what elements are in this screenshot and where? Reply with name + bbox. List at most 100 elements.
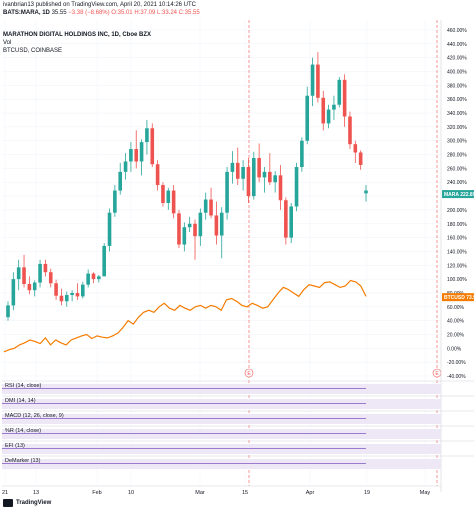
pane-band (2, 414, 441, 424)
candle-body (139, 142, 144, 162)
pane-label: EFI (13) (5, 443, 25, 449)
x-tick-label: 13 (33, 490, 39, 496)
candle-body (166, 190, 171, 203)
candle-body (268, 171, 272, 183)
candle-body (161, 185, 165, 203)
candle-body (214, 215, 219, 236)
x-tick-label: 19 (364, 490, 370, 496)
candle-body (353, 144, 358, 153)
y-tick-label: 40.00% (447, 319, 465, 325)
y-tick-label: 260.00% (447, 166, 467, 172)
candle-body (75, 292, 80, 297)
y-tick-label: 400.00% (447, 70, 467, 76)
candle-body (64, 295, 69, 302)
btc-badge-label: BTCUSD 73.94% (444, 295, 474, 301)
indicator-panes: RSI (14, close) DMI (14, 14) MACD (12, 26,… (2, 380, 474, 469)
mara-badge-box (442, 190, 474, 199)
candle-body (97, 276, 101, 280)
candle-body (321, 97, 326, 124)
candle-body (257, 158, 261, 178)
candle-body (225, 171, 229, 213)
y-tick-label: 100.00% (447, 277, 467, 283)
candle-body (294, 167, 299, 207)
candle-body (310, 64, 315, 96)
candle-body (273, 175, 277, 183)
candle-body (358, 152, 363, 165)
earnings-marker-label: E (435, 371, 439, 377)
y-tick-label: 240.00% (447, 180, 467, 186)
y-tick-label: 460.00% (447, 28, 467, 34)
y-tick-label: 120.00% (447, 263, 467, 269)
y-tick-label: 140.00% (447, 249, 467, 255)
brand-label: TradingView (16, 500, 52, 506)
pane-label: RSI (14, close) (5, 383, 42, 389)
tradingview-logo-icon (3, 499, 13, 507)
y-tick-label: 280.00% (447, 153, 467, 159)
candle-body (342, 79, 347, 117)
candle-body (182, 227, 187, 245)
btc-badge-box (442, 293, 474, 302)
y-tick-label: 160.00% (447, 236, 467, 242)
candle-body (54, 283, 58, 296)
btc-line (3, 279, 367, 353)
candle-body (129, 149, 133, 162)
candle-body (118, 171, 123, 191)
y-tick-label: 60.00% (447, 305, 465, 311)
mara-badge-label: MARA 222.89% (444, 192, 474, 198)
y-tick-label: 20.00% (447, 332, 465, 338)
y-tick-label: 300.00% (447, 139, 467, 145)
candle-body (59, 295, 64, 302)
candle-body (86, 273, 90, 285)
candle-body (171, 190, 176, 214)
candle-body (316, 64, 320, 98)
candle-body (11, 279, 16, 306)
candle-body (203, 199, 208, 213)
x-axis: 21 13 Feb 10 Mar 15 Apr 19 May (2, 485, 441, 496)
candle-body (43, 263, 48, 273)
candle-body (348, 116, 352, 145)
candle-body (251, 158, 256, 197)
candle-body (235, 162, 240, 179)
footer-brand: TradingView (3, 499, 51, 507)
pane-label: DMI (14, 14) (5, 398, 36, 404)
y-tick-label: 180.00% (447, 222, 467, 228)
x-tick-label: May (420, 490, 431, 496)
publisher-line: ivanbrian13 published on TradingView.com… (3, 2, 197, 8)
ohlc-values: O:35.01 H:37.09 L:33.24 C:35.55 (111, 10, 200, 16)
y-tick-label: 440.00% (447, 42, 467, 48)
candle-body (16, 267, 21, 280)
candle-body (241, 167, 245, 179)
candle-body (246, 167, 251, 197)
candle-body (177, 213, 181, 245)
btc-series (3, 279, 367, 353)
compare-label: BTCUSD, COINBASE (3, 48, 63, 54)
pane-band (2, 429, 441, 439)
pane-label: DeMarker (13) (5, 458, 41, 464)
candle-body (102, 245, 106, 277)
candle-body (150, 128, 155, 165)
candle-body (145, 128, 149, 143)
candle-body (364, 190, 368, 194)
candle-body (219, 212, 224, 236)
symbol: BATS:MARA, 1D (3, 10, 50, 16)
y-tick-label: -40.00% (447, 374, 466, 380)
candle-body (187, 223, 192, 228)
volume-label: Vol (3, 40, 12, 46)
candle-body (209, 199, 213, 216)
candle-body (198, 212, 203, 237)
last-price: 35.55 (51, 10, 67, 16)
candle-body (230, 162, 235, 172)
pane-band (2, 399, 441, 409)
x-tick-label: Feb (92, 490, 101, 496)
x-tick-label: Mar (195, 490, 205, 496)
candle-body (27, 283, 32, 291)
candle-body (123, 161, 128, 172)
candlesticks (6, 52, 368, 321)
candle-body (22, 267, 26, 284)
candle-body (48, 272, 53, 284)
pane-label: %R (14, close) (5, 428, 41, 434)
candle-body (81, 284, 85, 297)
x-tick-label: 21 (2, 490, 8, 496)
chart-header: ivanbrian13 published on TradingView.com… (3, 1, 471, 55)
